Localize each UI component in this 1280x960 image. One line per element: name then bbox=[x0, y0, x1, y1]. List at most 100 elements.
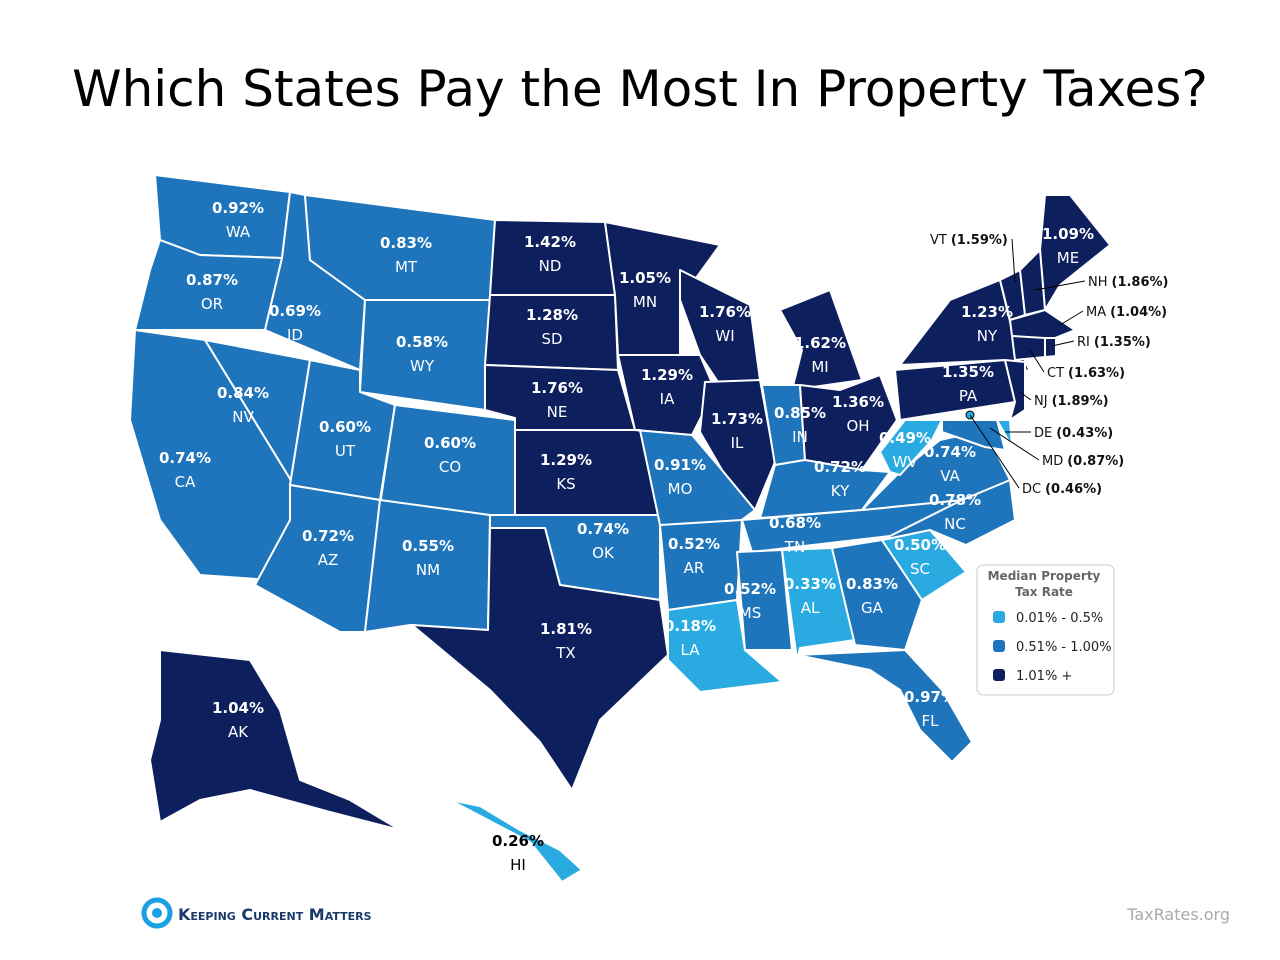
state-rate: 0.87% bbox=[186, 271, 238, 289]
state-abbr: MS bbox=[739, 604, 761, 622]
state-shape bbox=[634, 429, 756, 526]
state-abbr: TX bbox=[555, 644, 575, 662]
callout-label: VT (1.59%) bbox=[930, 233, 1008, 248]
state-rate: 1.28% bbox=[526, 306, 578, 324]
state-abbr: AK bbox=[228, 723, 249, 741]
state-rate: 0.72% bbox=[814, 458, 866, 476]
callout-line bbox=[1029, 349, 1045, 373]
callout-label: NH (1.86%) bbox=[1088, 275, 1168, 290]
legend-swatch bbox=[993, 611, 1005, 623]
state-abbr: NY bbox=[977, 327, 998, 345]
state-shape bbox=[359, 299, 491, 411]
callout-abbr: DE bbox=[1034, 426, 1052, 441]
state-shape bbox=[514, 429, 661, 516]
state-shape bbox=[699, 379, 776, 511]
callout-rate: (1.59%) bbox=[951, 233, 1008, 248]
state-abbr: IN bbox=[792, 428, 808, 446]
callout-rate: (1.89%) bbox=[1052, 394, 1109, 409]
state-abbr: KY bbox=[831, 482, 850, 500]
callout-line bbox=[989, 427, 1040, 461]
state-abbr: OR bbox=[201, 295, 223, 313]
state-abbr: SC bbox=[910, 560, 930, 578]
state-abbr: ME bbox=[1057, 249, 1079, 267]
state-shape bbox=[781, 547, 856, 661]
state-abbr: AL bbox=[801, 599, 820, 617]
state-rate: 0.18% bbox=[664, 617, 716, 635]
state-abbr: MI bbox=[811, 358, 828, 376]
source: TaxRates.org bbox=[1126, 905, 1230, 924]
state-rate: 0.50% bbox=[894, 536, 946, 554]
state-abbr: IL bbox=[731, 434, 744, 452]
state-rate: 1.29% bbox=[641, 366, 693, 384]
callout-line bbox=[1059, 310, 1084, 326]
state-abbr: SD bbox=[541, 330, 562, 348]
state-rate: 0.60% bbox=[319, 418, 371, 436]
state-rate: 0.74% bbox=[924, 443, 976, 461]
callout-label: DC (0.46%) bbox=[1022, 482, 1102, 497]
state-rate: 1.04% bbox=[212, 699, 264, 717]
callout-abbr: MD bbox=[1042, 454, 1063, 469]
state-rate: 0.92% bbox=[212, 199, 264, 217]
callout-rate: (0.87%) bbox=[1067, 454, 1124, 469]
callout-rate: (1.63%) bbox=[1068, 366, 1125, 381]
state-rate: 0.52% bbox=[724, 580, 776, 598]
callout-label: DE (0.43%) bbox=[1034, 426, 1113, 441]
state-shape bbox=[449, 799, 583, 883]
legend-label: 0.51% - 1.00% bbox=[1016, 640, 1112, 655]
state-abbr: LA bbox=[681, 641, 701, 659]
state-rate: 1.05% bbox=[619, 269, 671, 287]
state-abbr: NC bbox=[944, 515, 966, 533]
state-abbr: MN bbox=[633, 293, 657, 311]
state-rate: 0.84% bbox=[217, 384, 269, 402]
state-rate: 1.35% bbox=[942, 363, 994, 381]
state-abbr: AZ bbox=[318, 551, 339, 569]
callout-abbr: MA bbox=[1086, 305, 1106, 320]
callout-rate: (0.43%) bbox=[1056, 426, 1113, 441]
callout-label: MA (1.04%) bbox=[1086, 305, 1167, 320]
state-rate: 0.58% bbox=[396, 333, 448, 351]
state-abbr: VA bbox=[940, 467, 960, 485]
state-shape bbox=[1009, 309, 1076, 341]
state-abbr: CA bbox=[175, 473, 196, 491]
state-rate: 0.83% bbox=[380, 234, 432, 252]
callout-line bbox=[1034, 280, 1086, 291]
state-abbr: GA bbox=[861, 599, 884, 617]
state-shape bbox=[796, 649, 973, 763]
state-abbr: OH bbox=[846, 417, 869, 435]
state-rate: 0.97% bbox=[904, 688, 956, 706]
callout-rate: (1.86%) bbox=[1112, 275, 1169, 290]
state-abbr: KS bbox=[556, 475, 575, 493]
state-abbr: WI bbox=[715, 327, 734, 345]
callout-abbr: RI bbox=[1077, 335, 1090, 350]
states bbox=[129, 174, 1111, 883]
callout-abbr: NJ bbox=[1034, 394, 1048, 409]
state-abbr: MO bbox=[668, 480, 693, 498]
state-rate: 0.74% bbox=[577, 520, 629, 538]
brand-logo bbox=[141, 897, 173, 929]
state-abbr: CO bbox=[439, 458, 461, 476]
state-shape bbox=[1044, 337, 1057, 358]
state-shape bbox=[1011, 335, 1046, 361]
state-abbr: WA bbox=[226, 223, 251, 241]
state-abbr: PA bbox=[959, 387, 978, 405]
callout-abbr: VT bbox=[930, 233, 947, 248]
state-shape bbox=[411, 527, 669, 791]
state-rate: 0.78% bbox=[929, 491, 981, 509]
state-rate: 1.23% bbox=[961, 303, 1013, 321]
callout-rate: (0.46%) bbox=[1045, 482, 1102, 497]
callout-line bbox=[1019, 391, 1032, 401]
state-abbr: WY bbox=[410, 357, 435, 375]
state-abbr: ND bbox=[539, 257, 562, 275]
state-rate: 1.73% bbox=[711, 410, 763, 428]
callout-rate: (1.04%) bbox=[1110, 305, 1167, 320]
brand-logo-dot bbox=[152, 908, 162, 918]
brand: Keeping Current Matters bbox=[178, 905, 372, 924]
callout-label: CT (1.63%) bbox=[1047, 366, 1125, 381]
state-abbr: OK bbox=[592, 544, 615, 562]
labels: 0.92% WA 0.87% OR 0.74% CA 0.84% NV 0.69% ID 0.83%… bbox=[159, 199, 1169, 874]
state-shape bbox=[667, 599, 783, 693]
state-shape bbox=[1019, 249, 1046, 316]
state-rate: 0.60% bbox=[424, 434, 476, 452]
state-rate: 0.49% bbox=[879, 429, 931, 447]
state-abbr: UT bbox=[335, 442, 356, 460]
